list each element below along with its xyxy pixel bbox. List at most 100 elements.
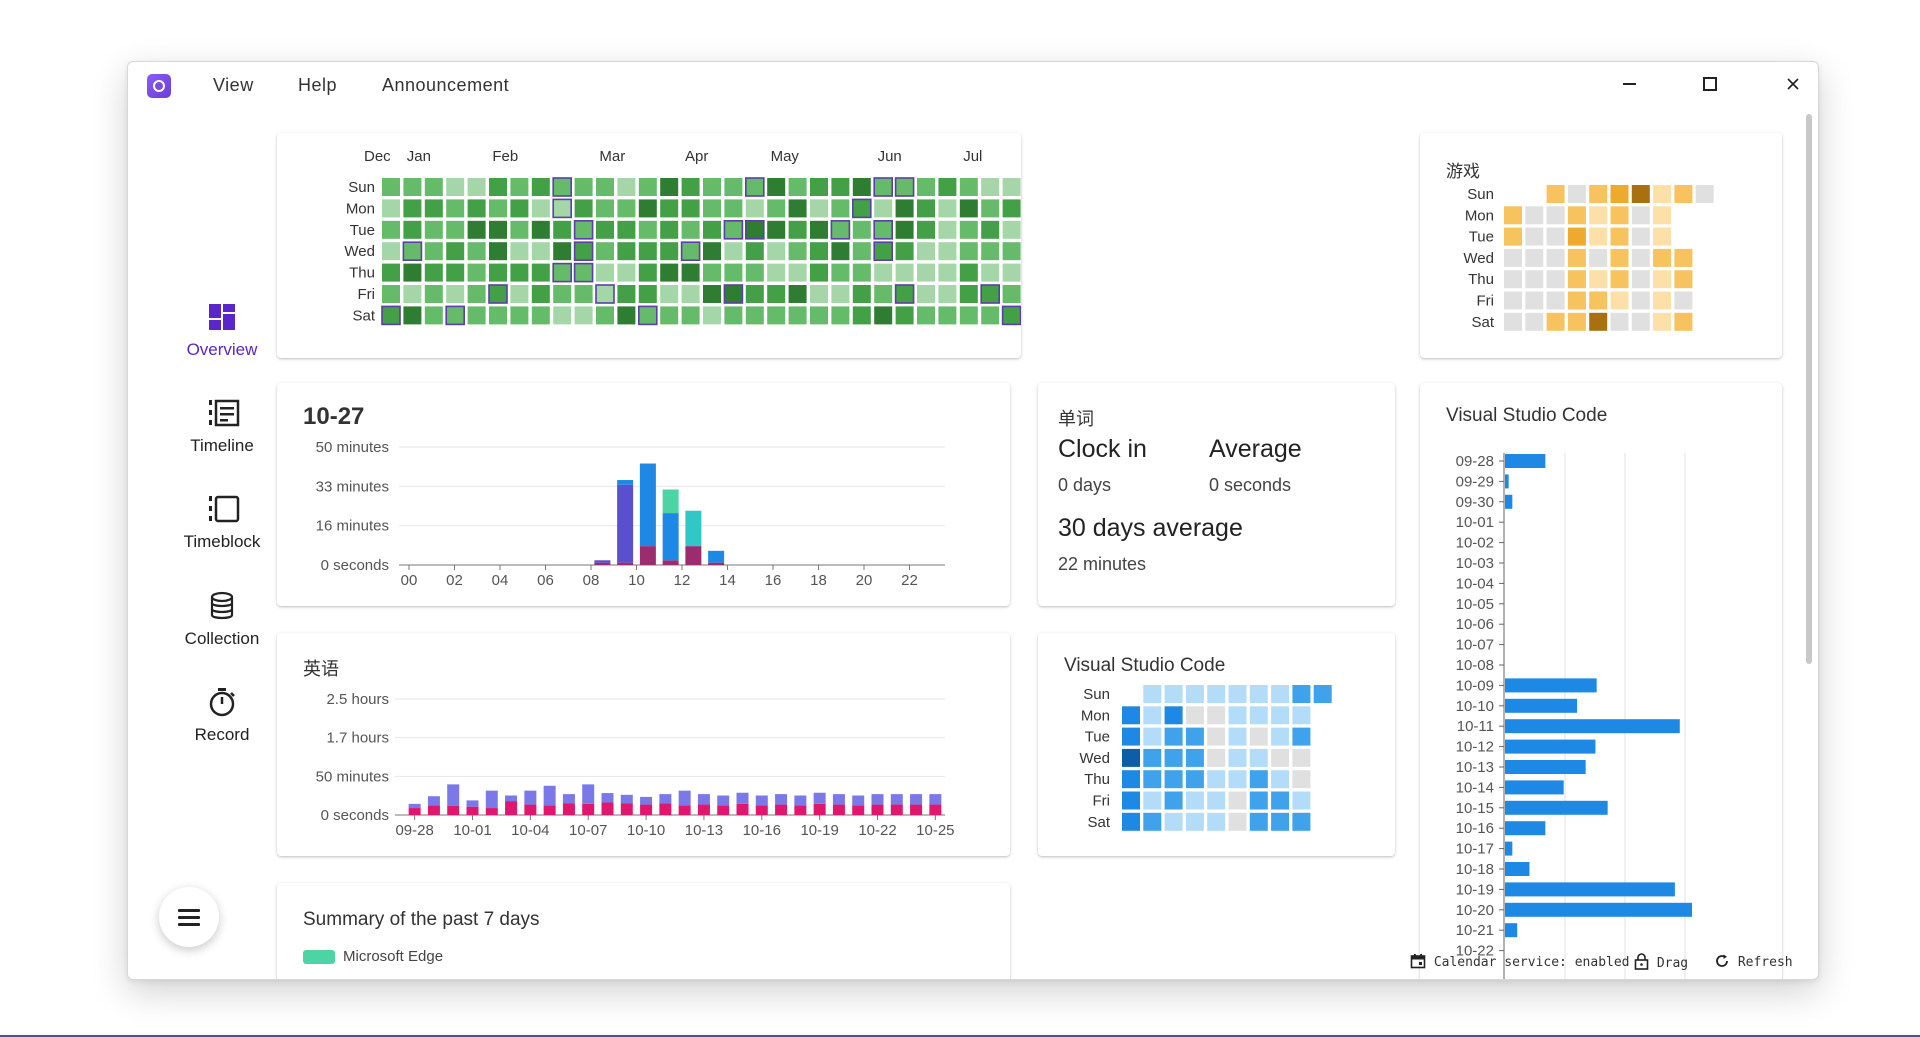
heatmap-cell xyxy=(895,199,914,218)
heatmap-cell xyxy=(424,285,443,303)
bar xyxy=(1505,760,1586,774)
heatmap-cell xyxy=(1674,185,1693,203)
sidebar-item-collection[interactable]: Collection xyxy=(138,591,306,649)
sidebar-item-timeline[interactable]: Timeline xyxy=(138,398,306,456)
bar-segment xyxy=(617,484,634,563)
heatmap-cell xyxy=(574,306,593,325)
heatmap-cell xyxy=(681,285,700,303)
minimize-button[interactable] xyxy=(1614,72,1644,96)
heatmap-cell xyxy=(1546,291,1565,310)
heatmap-cell xyxy=(1567,312,1586,331)
vscode-bar-chart: 09-28 09-29 09-30 10-01 10-02 10-03 10-04 10-05… xyxy=(1456,453,1692,979)
heatmap-cell xyxy=(703,178,721,196)
x-tick-label: 10-04 xyxy=(511,822,549,839)
drag-toggle[interactable]: Drag xyxy=(1634,953,1688,975)
y-tick-label: 1.7 hours xyxy=(326,730,389,747)
heatmap-cell xyxy=(638,199,657,218)
heatmap-cell xyxy=(617,306,636,325)
menu-view[interactable]: View xyxy=(213,75,254,95)
month-label: Mar xyxy=(599,148,625,165)
bar-segment xyxy=(685,510,702,547)
month-label: Dec xyxy=(364,148,391,165)
scrollbar[interactable] xyxy=(1806,114,1812,664)
bar-segment xyxy=(832,804,845,815)
heatmap-cell xyxy=(1610,206,1629,225)
sidebar-item-overview[interactable]: Overview xyxy=(138,302,306,360)
heatmap-cell xyxy=(1504,312,1522,331)
vscode-heatmap: Sun Mon Tue Wed Thu Fri Sat xyxy=(1079,685,1332,831)
calendar-status[interactable]: Calendar service: enabled xyxy=(1410,953,1630,975)
weekday-label: Fri xyxy=(1477,293,1495,310)
heatmap-cell xyxy=(637,305,658,326)
heatmap-cell xyxy=(1271,791,1290,810)
y-tick-label: 10-06 xyxy=(1456,616,1494,633)
heatmap-cell xyxy=(1525,270,1544,289)
heatmap-cell xyxy=(1143,706,1162,725)
menu-announcement[interactable]: Announcement xyxy=(382,75,510,95)
bar-segment xyxy=(910,794,923,805)
close-button[interactable] xyxy=(1778,72,1808,96)
heatmap-cell xyxy=(1143,748,1162,767)
heatmap-cell xyxy=(531,199,550,218)
heatmap-cell xyxy=(724,199,743,218)
heatmap-cell xyxy=(1122,727,1140,746)
maximize-button[interactable] xyxy=(1694,72,1724,96)
menu-help[interactable]: Help xyxy=(298,75,338,95)
heatmap-cell xyxy=(403,220,422,239)
heatmap-cell xyxy=(1525,248,1544,267)
bar-segment xyxy=(736,803,749,815)
sidebar-item-record[interactable]: Record xyxy=(138,687,306,745)
menu-fab-button[interactable] xyxy=(159,887,219,947)
heatmap-cell xyxy=(959,306,978,325)
heatmap-cell xyxy=(1653,270,1672,289)
clock-in-value: 0 days xyxy=(1058,475,1112,495)
weekday-label: Mon xyxy=(1465,207,1494,224)
heatmap-cell xyxy=(1631,227,1650,246)
bar-segment xyxy=(505,801,518,815)
heatmap-cell xyxy=(424,242,443,261)
heatmap-cell xyxy=(1001,305,1021,326)
x-tick-label: 12 xyxy=(674,572,691,589)
heatmap-cell xyxy=(467,220,486,239)
heatmap-cell xyxy=(1185,727,1204,746)
legend-label: Microsoft Edge xyxy=(343,948,444,965)
y-tick-label: 10-12 xyxy=(1456,739,1494,756)
refresh-button[interactable]: Refresh xyxy=(1714,953,1793,975)
heatmap-cell xyxy=(1164,706,1183,725)
bar-segment xyxy=(594,560,611,563)
heatmap-cell xyxy=(980,284,1001,304)
heatmap-cell xyxy=(489,242,507,261)
heatmap-cell xyxy=(1143,791,1162,810)
heatmap-cell xyxy=(724,242,743,261)
heatmap-cell xyxy=(810,199,828,218)
bar-segment xyxy=(678,790,691,806)
heatmap-cell xyxy=(617,178,636,196)
sidebar-item-timeblock[interactable]: Timeblock xyxy=(138,494,306,552)
heatmap-cell xyxy=(981,263,1000,282)
heatmap-cell xyxy=(1002,263,1021,282)
bar-segment xyxy=(717,805,730,815)
heatmap-cell xyxy=(1249,706,1268,725)
heatmap-cell xyxy=(1271,770,1290,789)
bar-segment xyxy=(617,562,634,565)
heatmap-cell xyxy=(1631,270,1650,289)
heatmap-cell xyxy=(531,242,550,261)
heatmap-cell xyxy=(1313,685,1332,703)
heatmap-cell xyxy=(510,306,529,325)
heatmap-cell xyxy=(1122,812,1140,831)
heatmap-cell xyxy=(403,263,422,282)
heatmap-cell xyxy=(1207,791,1226,810)
heatmap-cell xyxy=(467,242,486,261)
bar xyxy=(1505,841,1513,856)
game-heatmap-card: 游戏 Sun Mon Tue Wed Thu Fri Sat xyxy=(1420,133,1782,358)
heatmap-cell xyxy=(596,199,614,218)
heatmap-cell xyxy=(788,199,807,218)
heatmap-cell xyxy=(1292,685,1311,703)
heatmap-cell xyxy=(489,306,507,325)
y-tick-label: 10-02 xyxy=(1456,535,1494,552)
heatmap-cell xyxy=(1546,227,1565,246)
heatmap-cell xyxy=(1122,706,1140,725)
bar-segment xyxy=(601,793,614,803)
bar-segment xyxy=(524,804,537,815)
heatmap-cell xyxy=(574,199,593,218)
